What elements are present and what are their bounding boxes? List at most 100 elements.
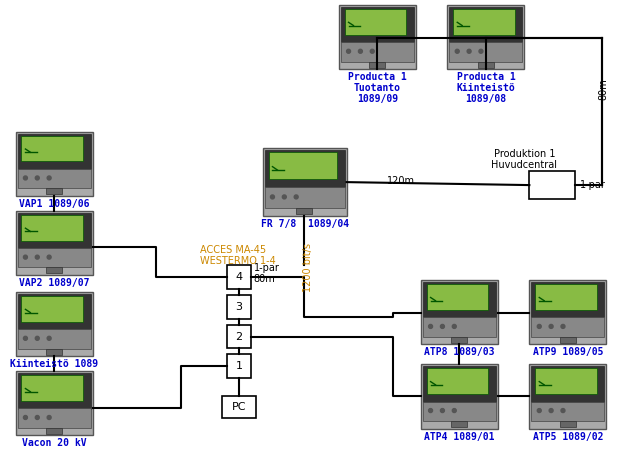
Text: 3: 3 — [235, 302, 242, 312]
Text: 80m: 80m — [598, 78, 609, 100]
Circle shape — [479, 50, 483, 53]
FancyBboxPatch shape — [17, 329, 91, 349]
Circle shape — [549, 409, 553, 413]
FancyBboxPatch shape — [531, 282, 605, 317]
FancyBboxPatch shape — [560, 337, 576, 342]
Circle shape — [35, 255, 39, 259]
Text: VAP1 1089/06: VAP1 1089/06 — [19, 199, 90, 209]
Text: ATP4 1089/01: ATP4 1089/01 — [424, 432, 495, 441]
Text: 1200 bit/s: 1200 bit/s — [303, 243, 313, 292]
Text: FR 7/8  1089/04: FR 7/8 1089/04 — [261, 219, 348, 229]
FancyBboxPatch shape — [46, 428, 62, 434]
FancyBboxPatch shape — [339, 5, 416, 69]
FancyBboxPatch shape — [341, 42, 413, 62]
Circle shape — [282, 195, 287, 199]
Circle shape — [35, 336, 39, 340]
Text: 1-par: 1-par — [580, 180, 605, 190]
FancyBboxPatch shape — [448, 5, 524, 69]
FancyBboxPatch shape — [21, 375, 82, 401]
Text: 1: 1 — [235, 361, 242, 371]
Circle shape — [455, 50, 459, 53]
FancyBboxPatch shape — [46, 188, 62, 194]
Circle shape — [270, 195, 274, 199]
FancyBboxPatch shape — [341, 7, 413, 42]
Text: Kiinteistö 1089: Kiinteistö 1089 — [10, 359, 98, 369]
Text: Kiinteistö: Kiinteistö — [457, 83, 515, 93]
Bar — [227, 324, 251, 348]
FancyBboxPatch shape — [450, 7, 522, 42]
Circle shape — [35, 176, 39, 180]
FancyBboxPatch shape — [531, 366, 605, 401]
FancyBboxPatch shape — [21, 135, 82, 162]
FancyBboxPatch shape — [17, 373, 91, 409]
FancyBboxPatch shape — [15, 211, 93, 275]
FancyBboxPatch shape — [17, 248, 91, 267]
Circle shape — [561, 409, 565, 413]
FancyBboxPatch shape — [422, 317, 496, 337]
Text: ATP9 1089/05: ATP9 1089/05 — [533, 347, 603, 357]
Text: ATP5 1089/02: ATP5 1089/02 — [533, 432, 603, 441]
Text: 1089/08: 1089/08 — [466, 94, 506, 104]
FancyBboxPatch shape — [263, 148, 346, 216]
FancyBboxPatch shape — [21, 215, 82, 240]
Text: Tuotanto: Tuotanto — [354, 83, 401, 93]
Text: Produktion 1: Produktion 1 — [494, 149, 555, 159]
FancyBboxPatch shape — [478, 62, 494, 68]
FancyBboxPatch shape — [345, 9, 406, 35]
Circle shape — [537, 324, 541, 328]
FancyBboxPatch shape — [560, 421, 576, 427]
Circle shape — [47, 415, 51, 419]
FancyBboxPatch shape — [15, 371, 93, 436]
FancyBboxPatch shape — [529, 364, 607, 428]
FancyBboxPatch shape — [535, 284, 596, 310]
FancyBboxPatch shape — [15, 292, 93, 356]
Circle shape — [346, 50, 350, 53]
Circle shape — [537, 409, 541, 413]
Circle shape — [23, 176, 28, 180]
Text: ATP8 1089/03: ATP8 1089/03 — [424, 347, 495, 357]
Text: Producta 1: Producta 1 — [457, 72, 515, 82]
FancyBboxPatch shape — [17, 213, 91, 248]
FancyBboxPatch shape — [426, 284, 488, 310]
FancyBboxPatch shape — [46, 267, 62, 273]
Text: 1089/09: 1089/09 — [357, 94, 398, 104]
FancyBboxPatch shape — [369, 62, 385, 68]
Bar — [227, 265, 251, 289]
Circle shape — [47, 255, 51, 259]
Text: 1-par: 1-par — [254, 263, 279, 273]
FancyBboxPatch shape — [529, 280, 607, 344]
Circle shape — [370, 50, 374, 53]
FancyBboxPatch shape — [422, 366, 496, 401]
Circle shape — [440, 409, 444, 413]
FancyBboxPatch shape — [15, 132, 93, 196]
Bar — [529, 171, 575, 199]
FancyBboxPatch shape — [453, 9, 515, 35]
Circle shape — [452, 409, 456, 413]
FancyBboxPatch shape — [296, 208, 312, 214]
Text: Vacon 20 kV: Vacon 20 kV — [22, 438, 86, 449]
Text: 80m: 80m — [254, 274, 276, 284]
Bar — [227, 295, 251, 319]
Text: 4: 4 — [235, 272, 242, 282]
Text: WESTERMO 1-4: WESTERMO 1-4 — [200, 256, 276, 266]
Circle shape — [47, 336, 51, 340]
FancyBboxPatch shape — [421, 364, 498, 428]
FancyBboxPatch shape — [17, 169, 91, 188]
Text: Producta 1: Producta 1 — [348, 72, 406, 82]
FancyBboxPatch shape — [426, 368, 488, 394]
FancyBboxPatch shape — [21, 296, 82, 322]
Circle shape — [549, 324, 553, 328]
FancyBboxPatch shape — [46, 349, 62, 355]
Circle shape — [23, 336, 28, 340]
Circle shape — [561, 324, 565, 328]
Text: 120m: 120m — [387, 176, 415, 186]
Text: Huvudcentral: Huvudcentral — [491, 160, 558, 171]
Circle shape — [294, 195, 298, 199]
Text: 2: 2 — [235, 332, 242, 342]
Circle shape — [23, 415, 28, 419]
Circle shape — [47, 176, 51, 180]
FancyBboxPatch shape — [17, 409, 91, 428]
Circle shape — [467, 50, 471, 53]
FancyBboxPatch shape — [269, 153, 337, 180]
FancyBboxPatch shape — [535, 368, 596, 394]
